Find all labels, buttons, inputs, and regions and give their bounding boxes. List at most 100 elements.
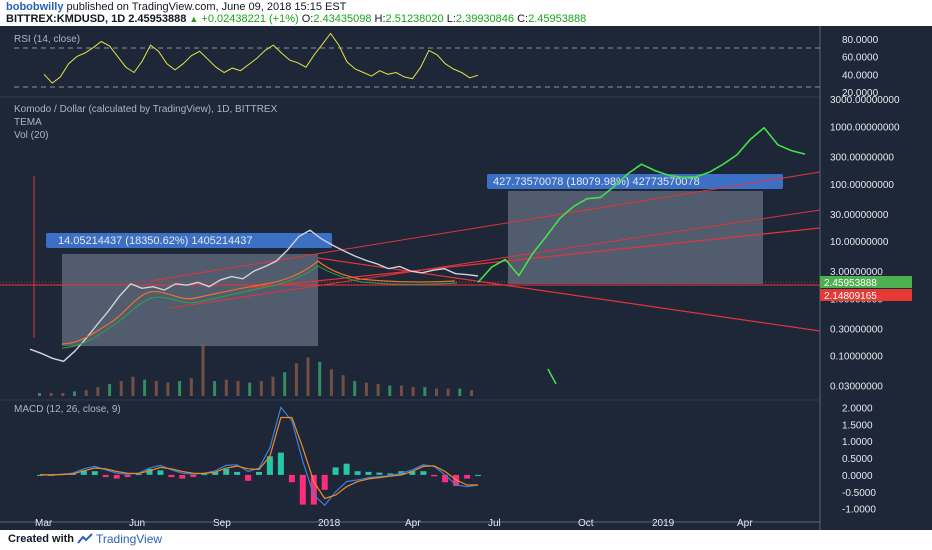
tema-label: TEMA <box>14 117 42 128</box>
macd-histogram-bar <box>299 474 306 505</box>
price-series <box>29 176 479 363</box>
volume-bar <box>470 390 473 396</box>
volume-bar <box>329 369 333 396</box>
volume-bar <box>119 381 123 396</box>
channel-middle-line[interactable] <box>169 209 821 309</box>
volume-bar <box>294 363 298 396</box>
close-value: 2.45953888 <box>528 13 587 25</box>
symbol-label: BITTREX:KMDUSD, 1D <box>6 13 126 25</box>
tradingview-brand[interactable]: TradingView <box>96 532 163 546</box>
volume-bar <box>61 393 65 396</box>
time-tick-label: Apr <box>405 518 421 529</box>
volume-bar <box>201 344 205 396</box>
macd-histogram-bar <box>332 467 339 475</box>
macd-tick-label: 0.0000 <box>842 471 873 482</box>
macd-histogram-bar <box>409 471 416 475</box>
macd-histogram-bar <box>442 474 449 483</box>
price-tick-label: 300.00000000 <box>830 152 894 163</box>
chart-canvas[interactable]: RSI (14, close) Komodo / Dollar (calcula… <box>0 26 932 530</box>
price-tick-label: 1000.00000000 <box>830 123 900 134</box>
time-axis: Mar Jun Sep 2018 Apr Jul Oct 2019 Apr <box>35 518 753 529</box>
measure-label-2: 427.73570078 (18079.98%) 42773570078 <box>493 176 700 188</box>
signal-line <box>40 416 478 500</box>
tradingview-logo-icon <box>77 533 93 544</box>
price-tick-label: 3.00000000 <box>830 267 883 278</box>
volume-bar <box>38 393 41 396</box>
red-price-tag: 2.14809165 <box>824 291 877 302</box>
macd-histogram-bar <box>168 474 175 478</box>
macd-histogram-bar <box>365 471 372 475</box>
volume-bar <box>224 379 228 396</box>
time-tick-label: Jun <box>129 518 145 529</box>
rsi-tick-label: 40.0000 <box>842 70 879 81</box>
price-tick-label: 0.03000000 <box>830 382 883 393</box>
footer: Created with TradingView <box>0 530 932 550</box>
volume-label: Vol (20) <box>14 130 48 141</box>
current-price-tag-bg <box>820 276 912 288</box>
volume-bar <box>131 376 135 396</box>
macd-histogram-bar <box>124 474 131 478</box>
macd-tick-label: 1.5000 <box>842 420 873 431</box>
volume-bar <box>318 361 322 396</box>
macd-histogram-bar <box>310 474 317 505</box>
macd-tick-label: 2.0000 <box>842 403 873 414</box>
volume-bar <box>108 384 112 396</box>
macd-histogram-bar <box>475 474 481 476</box>
macd-pane-label: MACD (12, 26, close, 9) <box>14 404 121 415</box>
projection-path[interactable] <box>477 127 806 283</box>
macd-tick-label: 0.5000 <box>842 454 873 465</box>
last-price: 2.45953888 <box>128 13 187 25</box>
rsi-tick-label: 20.0000 <box>842 88 879 99</box>
price-change: +0.02438221 (+1%) <box>201 13 299 25</box>
macd-histogram-bar <box>376 472 383 475</box>
time-tick-label: Jul <box>488 518 501 529</box>
price-tick-label: 0.10000000 <box>830 352 883 363</box>
time-tick-label: Mar <box>35 518 53 529</box>
macd-tick-label: -1.0000 <box>842 505 876 516</box>
trendline-down[interactable] <box>317 257 821 332</box>
price-tick-label: 30.00000000 <box>830 210 889 221</box>
volume-bar <box>248 382 252 396</box>
low-label: L: <box>446 13 456 25</box>
volume-bar <box>283 372 287 396</box>
macd-histogram-bar <box>146 468 153 475</box>
publisher-name[interactable]: bobobwilly <box>6 1 64 13</box>
macd-histogram-bar <box>201 474 208 476</box>
channel-upper-line[interactable] <box>149 171 821 282</box>
volume-bar <box>213 381 217 396</box>
main-pane-title: Komodo / Dollar (calculated by TradingVi… <box>14 104 278 115</box>
macd-histogram-bar <box>113 474 120 479</box>
macd-tick-label: 1.0000 <box>842 437 873 448</box>
macd-tick-label: -0.5000 <box>842 488 876 499</box>
macd-histogram-bar <box>256 471 262 475</box>
volume-bar <box>259 381 263 396</box>
volume-bar <box>178 381 182 396</box>
time-tick-label: Sep <box>213 518 231 529</box>
macd-series <box>37 406 481 507</box>
volume-bar <box>376 384 380 396</box>
measure-label-1: 14.05214437 (18350.62%) 1405214437 <box>58 235 253 247</box>
header-line-2: BITTREX:KMDUSD, 1D 2.45953888 ▲ +0.02438… <box>6 13 586 25</box>
volume-bar <box>236 381 240 396</box>
rsi-line <box>43 32 479 84</box>
macd-line <box>40 406 479 507</box>
time-tick-label: 2019 <box>652 518 675 529</box>
macd-histogram-bar <box>234 471 241 475</box>
open-label: O: <box>301 13 314 25</box>
macd-histogram-bar <box>135 474 142 476</box>
volume-bar <box>73 391 76 396</box>
price-axis: 3000.00000000 1000.00000000 300.00000000 10… <box>830 95 900 393</box>
volume-bar <box>435 388 438 396</box>
rsi-pane-label: RSI (14, close) <box>14 34 80 45</box>
volume-bar <box>388 385 392 396</box>
volume-bar <box>364 382 368 396</box>
measure-box-1[interactable] <box>62 254 318 346</box>
volume-bar <box>154 381 158 396</box>
macd-histogram-bar <box>179 474 186 479</box>
macd-histogram-bar <box>102 474 109 478</box>
tema-line <box>61 260 456 345</box>
volume-bar <box>423 387 427 396</box>
red-price-tag-bg <box>820 289 912 301</box>
tema-secondary-line <box>61 265 458 349</box>
up-arrow-icon: ▲ <box>189 14 199 24</box>
